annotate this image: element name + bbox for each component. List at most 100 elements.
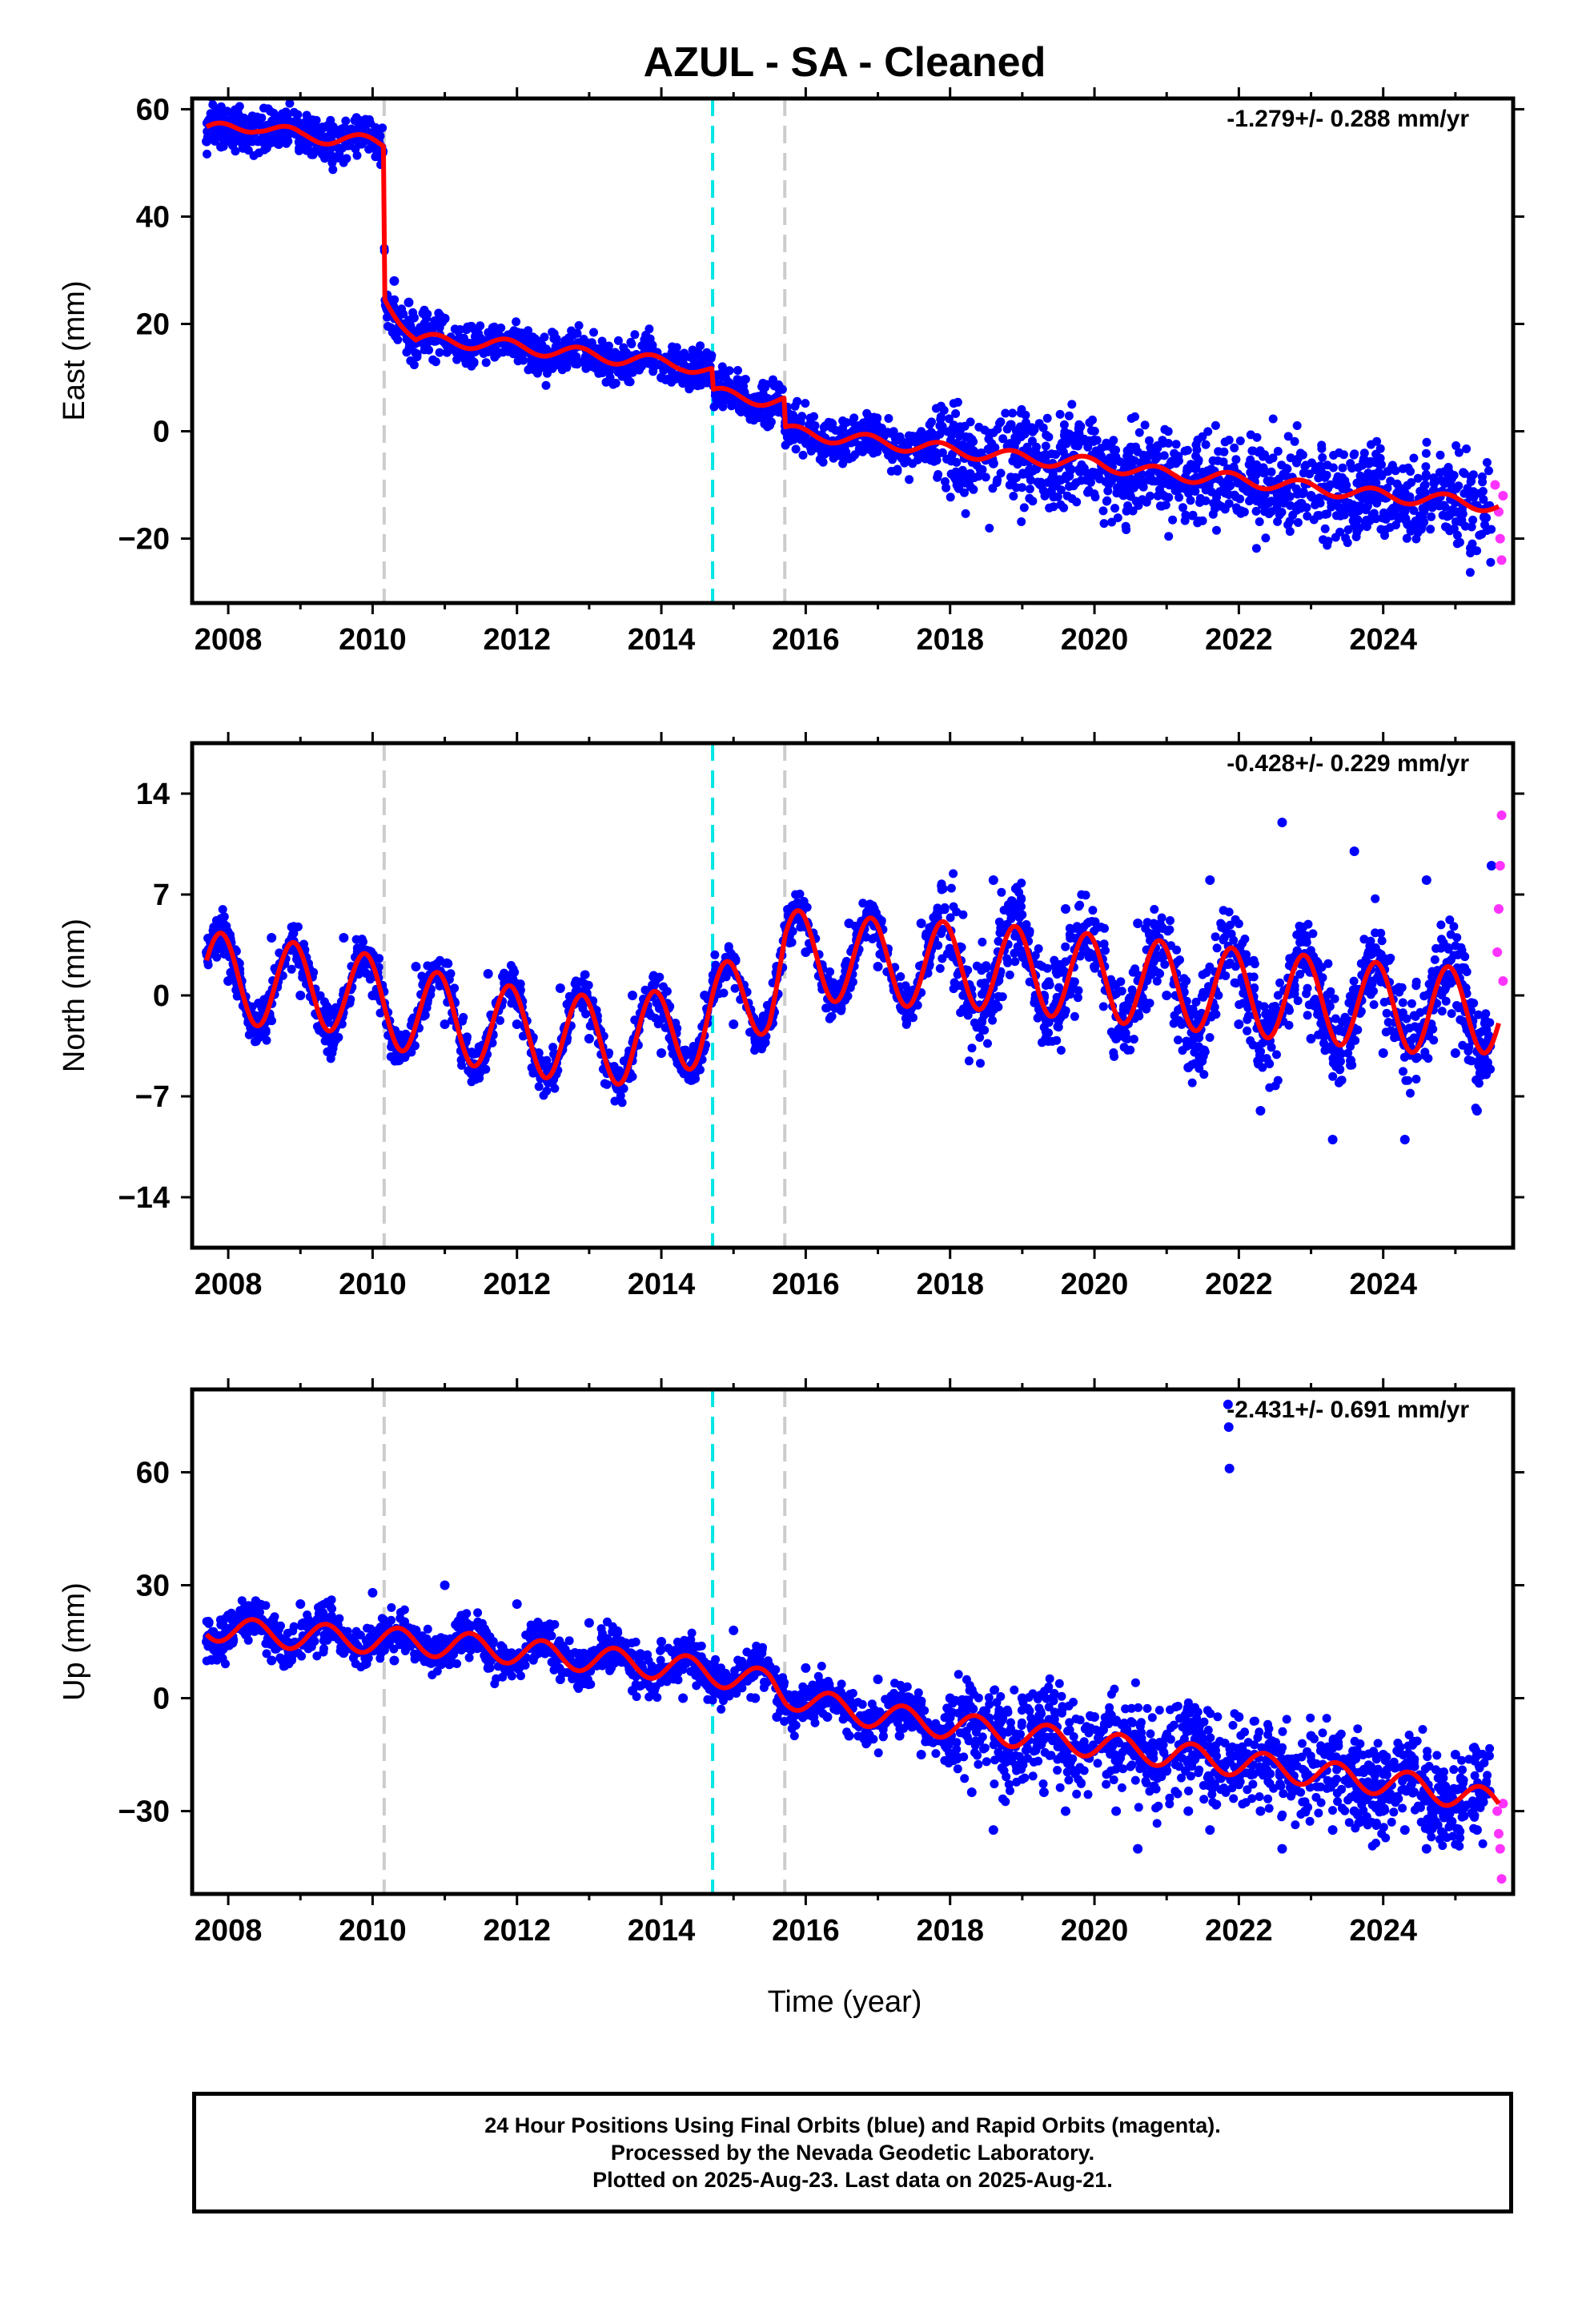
north-final-point [1231,962,1240,971]
north-final-point [1302,989,1311,999]
east-final-point [1075,466,1086,476]
east-final-point [1219,457,1228,467]
north-final-point [923,968,933,978]
east-final-point [269,115,279,125]
east-final-orbit-cloud [202,99,1496,577]
east-final-point [259,103,268,113]
north-final-point [1144,928,1154,938]
east-final-point [1076,421,1086,431]
north-final-point [896,972,905,981]
east-final-point [1479,512,1489,522]
east-final-point [816,441,825,451]
east-final-point [245,120,255,131]
east-final-point [1038,423,1048,432]
east-final-point [1065,472,1074,480]
east-final-point [630,330,640,340]
north-final-point [1211,932,1220,942]
east-final-point [790,401,800,411]
east-final-point [628,367,637,377]
east-final-point [541,344,551,354]
east-final-point [1153,491,1162,501]
east-final-point [1317,468,1327,477]
east-final-point [1138,482,1148,492]
east-final-point [1403,480,1412,490]
north-final-point [1406,1088,1415,1098]
east-final-point [435,348,444,357]
east-final-point [996,468,1006,478]
east-final-point [581,364,591,373]
east-final-point [1097,451,1106,460]
east-final-point [528,332,537,342]
north-final-point [1449,951,1459,960]
east-final-point [239,143,248,153]
east-final-point [1329,451,1339,460]
north-final-point [1116,977,1126,987]
east-final-point [962,470,972,480]
north-final-point [417,971,427,981]
east-final-point [884,414,893,423]
north-final-point [788,901,797,911]
north-final-point [616,1069,625,1079]
east-final-point [717,362,727,372]
east-final-point [873,420,882,430]
east-final-point [1025,485,1034,494]
north-final-point [1369,1000,1379,1009]
east-final-point [951,409,961,418]
east-final-point [1331,511,1341,521]
east-final-point [838,424,848,433]
north-final-point [580,970,590,979]
north-final-point [1050,955,1059,965]
east-final-point [1383,467,1393,476]
north-final-point [564,991,574,1001]
east-final-point [760,419,769,428]
north-final-point [288,930,298,939]
east-final-point [1303,512,1312,521]
east-final-point [1062,439,1071,448]
east-final-point [1134,428,1144,437]
east-final-point [774,385,784,395]
east-final-point [1391,521,1400,530]
north-final-point [1010,948,1019,958]
east-final-point [1153,441,1162,450]
east-final-point [467,361,476,371]
north-final-point [1430,955,1439,964]
north-final-point [681,1045,690,1055]
east-final-point [1102,440,1111,449]
east-final-point [946,436,955,445]
east-final-point [352,151,362,160]
east-final-point [1402,533,1411,543]
east-rapid-point [1490,480,1500,490]
east-final-point [717,372,727,382]
north-final-point [1119,1043,1129,1052]
east-final-point [1299,487,1308,497]
east-final-point [1339,450,1348,460]
north-final-point [1317,963,1327,972]
east-final-point [1115,457,1125,467]
east-final-point [1251,544,1261,553]
east-final-point [281,128,291,139]
east-final-point [985,446,994,456]
east-final-point [308,115,317,125]
east-final-point [589,328,598,337]
east-final-point [667,377,677,387]
east-final-point [1159,451,1169,460]
north-final-point [1099,939,1109,949]
east-final-point [440,313,450,324]
east-final-point [418,308,428,319]
north-final-point [952,907,962,917]
east-final-point [1305,469,1315,479]
east-final-point [364,115,374,124]
east-final-point [1065,482,1074,491]
east-final-point [1019,503,1029,513]
north-final-point [1331,1014,1340,1023]
east-final-point [1344,504,1354,513]
north-final-point [978,1016,987,1025]
east-final-point [1041,454,1050,464]
east-final-point [740,388,749,397]
east-final-point [404,316,414,325]
north-final-point [1263,1009,1271,1019]
north-final-point [541,1063,551,1072]
north-final-point [921,929,931,939]
east-final-point [956,425,965,435]
east-final-point [299,123,309,131]
